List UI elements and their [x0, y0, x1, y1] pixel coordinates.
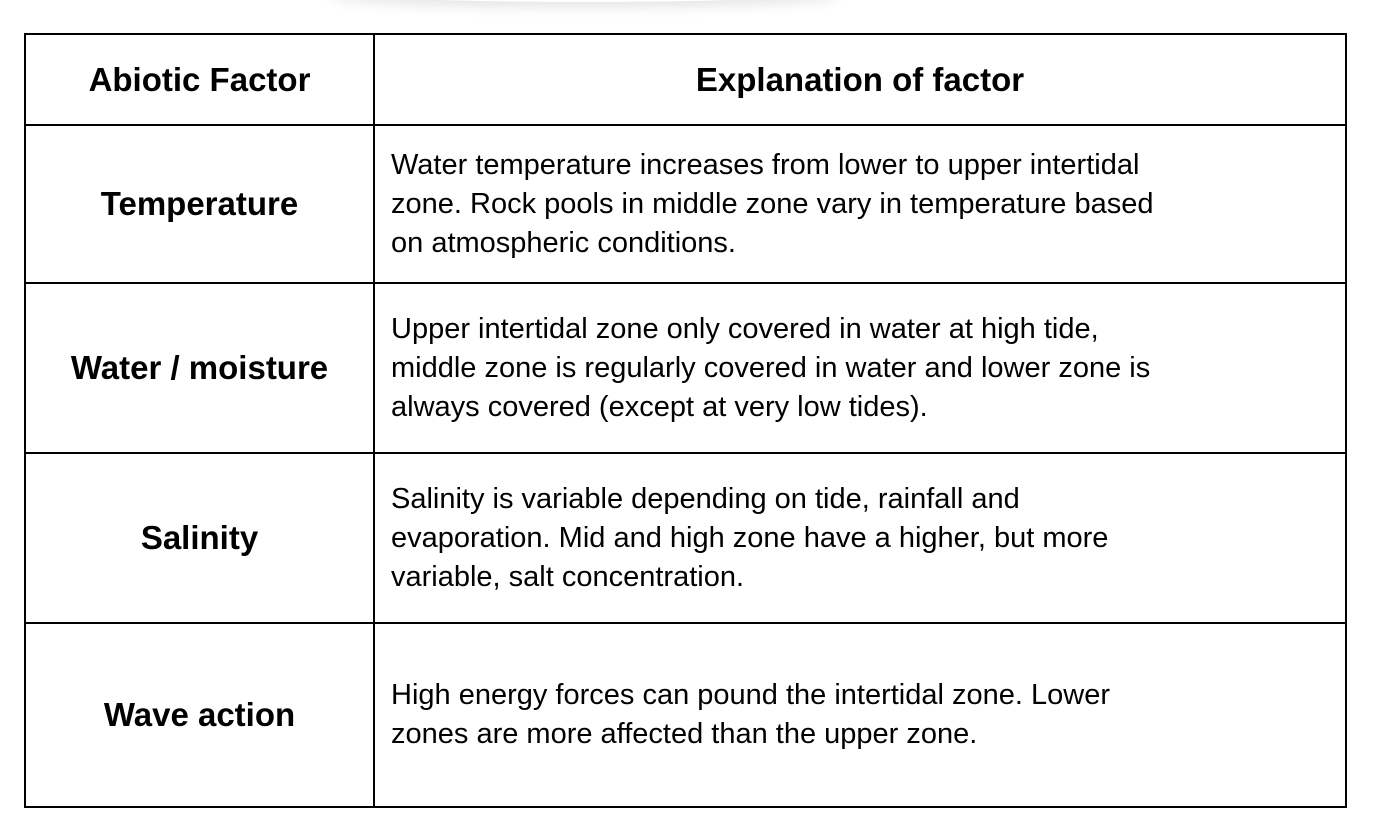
explanation-cell: Salinity is variable depending on tide, …: [373, 452, 1347, 624]
shadow: [330, 0, 840, 2]
factor-cell: Salinity: [24, 452, 375, 624]
explanation-line: always covered (except at very low tides…: [391, 390, 928, 423]
table-row: Water / moisture Upper intertidal zone on…: [24, 282, 1347, 454]
explanation-cell: Upper intertidal zone only covered in wa…: [373, 282, 1347, 454]
explanation-cell: Water temperature increases from lower t…: [373, 124, 1347, 284]
explanation-line: Water temperature increases from lower t…: [391, 148, 1140, 181]
factor-cell: Temperature: [24, 124, 375, 284]
explanation-line: zones are more affected than the upper z…: [391, 718, 978, 750]
explanation-line: middle zone is regularly covered in wate…: [391, 351, 1151, 384]
factor-cell: Wave action: [24, 622, 375, 808]
explanation-line: Salinity is variable depending on tide, …: [391, 482, 1020, 515]
explanation-line: evaporation. Mid and high zone have a hi…: [391, 521, 1109, 554]
explanation-line: variable, salt concentration.: [391, 560, 745, 593]
table-row: Temperature Water temperature increases f…: [24, 124, 1347, 284]
explanation-line: zone. Rock pools in middle zone vary in …: [391, 187, 1154, 220]
table-row: Salinity Salinity is variable depending o…: [24, 452, 1347, 624]
explanation-line: High energy forces can pound the interti…: [391, 679, 1110, 711]
header-cell: Abiotic Factor: [24, 33, 375, 126]
abiotic-table: Abiotic Factor Explanation of factor Tem…: [24, 33, 1347, 808]
header-cell: Explanation of factor: [373, 33, 1347, 126]
explanation-cell: High energy forces can pound the interti…: [373, 622, 1347, 808]
factor-cell: Water / moisture: [24, 282, 375, 454]
explanation-line: on atmospheric conditions.: [391, 226, 736, 259]
header-row: Abiotic Factor Explanation of factor: [24, 33, 1347, 126]
explanation-line: Upper intertidal zone only covered in wa…: [391, 312, 1099, 345]
table-row: Wave action High energy forces can pound …: [24, 622, 1347, 808]
